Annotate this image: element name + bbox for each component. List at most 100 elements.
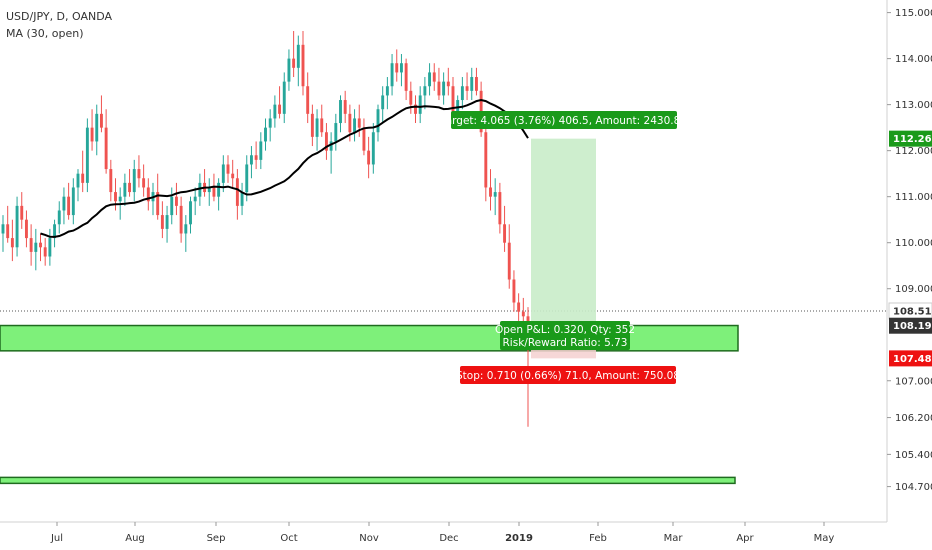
y-tick-label: 115.000 — [895, 8, 932, 19]
candle-body — [217, 182, 221, 197]
candle-body — [160, 215, 164, 229]
candle-body — [334, 123, 338, 142]
candle — [99, 95, 103, 133]
candle-body — [376, 109, 380, 133]
candle-body — [456, 100, 460, 119]
candle — [395, 49, 399, 82]
candle-body — [465, 86, 469, 91]
candle — [409, 81, 413, 114]
stop-price-tag: 107.486 — [889, 350, 932, 367]
candle-body — [67, 196, 71, 216]
candle — [493, 178, 497, 216]
candle — [109, 159, 113, 202]
candle — [6, 205, 10, 243]
candle — [142, 164, 146, 197]
candle — [217, 178, 221, 211]
y-tick-label: 105.400 — [895, 450, 932, 461]
candle — [48, 228, 52, 266]
candle-body — [146, 187, 150, 202]
candle — [278, 86, 282, 119]
candle — [259, 132, 263, 170]
candle — [470, 67, 474, 101]
entry-price-tag-text: 108.196 — [893, 321, 932, 332]
candle — [67, 182, 71, 220]
candle-body — [395, 63, 399, 73]
candle-body — [85, 127, 89, 183]
candle-body — [254, 155, 258, 160]
target-label-bg — [451, 111, 677, 129]
candle — [137, 155, 141, 188]
target-price-tag: 112.261 — [889, 130, 932, 147]
x-axis: Jul Aug Sep Oct Nov Dec 2019 Feb Mar Apr May — [0, 521, 887, 544]
x-tick-label: 2019 — [505, 533, 533, 544]
candle — [95, 104, 99, 156]
candle-body — [498, 192, 502, 225]
candle-body — [526, 316, 530, 326]
x-tick-label: Dec — [439, 533, 458, 544]
candle-body — [1, 224, 5, 234]
candle — [273, 95, 277, 128]
y-tick-label: 113.000 — [895, 100, 932, 111]
candle — [268, 109, 272, 142]
candle-body — [137, 169, 141, 179]
candle — [357, 104, 361, 137]
candle-body — [418, 95, 422, 114]
candle-body — [278, 104, 282, 114]
support-zone — [0, 476, 736, 485]
entry-price-tag: 108.196 — [889, 317, 932, 334]
candle-body — [432, 72, 436, 82]
candle-body — [470, 77, 474, 91]
candle — [10, 219, 14, 262]
candle — [156, 173, 160, 220]
x-tick-label: May — [814, 533, 835, 544]
candle — [310, 104, 314, 147]
stop-label: Stop: 0.710 (0.66%) 71.0, Amount: 750.08 — [456, 366, 680, 384]
candle — [264, 118, 267, 151]
candle — [43, 238, 47, 266]
x-tick-label: Apr — [736, 533, 754, 544]
candle — [489, 169, 492, 211]
candle-body — [95, 113, 99, 142]
candle-body — [109, 169, 113, 193]
candle-body — [189, 201, 192, 225]
candle-body — [198, 182, 202, 197]
candle-body — [165, 215, 169, 229]
candle — [53, 219, 57, 248]
candle-body — [474, 77, 478, 91]
stop-price-tag-bg — [889, 350, 932, 367]
symbol-legend[interactable]: USD/JPY, D, OANDA — [6, 10, 113, 23]
x-tick-label: Jul — [50, 533, 63, 544]
candle-body — [339, 100, 342, 124]
candle-body — [484, 132, 488, 188]
candle-body — [353, 118, 357, 133]
candle — [306, 72, 310, 124]
y-tick-label: 104.700 — [895, 482, 932, 493]
stop-label-bg — [460, 366, 676, 384]
target-price-tag-text: 112.261 — [893, 134, 932, 145]
position-tool[interactable] — [531, 138, 596, 359]
candle — [81, 150, 85, 193]
candle — [198, 173, 202, 206]
candle-body — [53, 224, 57, 239]
candle-body — [34, 242, 38, 252]
candle — [371, 123, 375, 174]
candle — [170, 187, 174, 225]
candle-body — [142, 178, 146, 188]
candle-body — [348, 113, 352, 133]
candle — [151, 182, 155, 216]
candle — [390, 54, 394, 96]
candle-body — [385, 86, 389, 96]
indicator-legend[interactable]: MA (30, open) — [6, 27, 84, 40]
candle — [324, 123, 328, 160]
target-label-text: Target: 4.065 (3.76%) 406.5, Amount: 243… — [440, 115, 687, 127]
position-labels: Target: 4.065 (3.76%) 406.5, Amount: 243… — [440, 111, 687, 384]
candle — [76, 169, 80, 202]
candle-body — [310, 113, 314, 137]
candle-body — [362, 127, 366, 151]
candle-body — [114, 192, 117, 202]
candle-body — [221, 164, 225, 183]
candle-body — [170, 196, 174, 216]
candle — [207, 178, 211, 206]
candle-body — [20, 205, 24, 220]
